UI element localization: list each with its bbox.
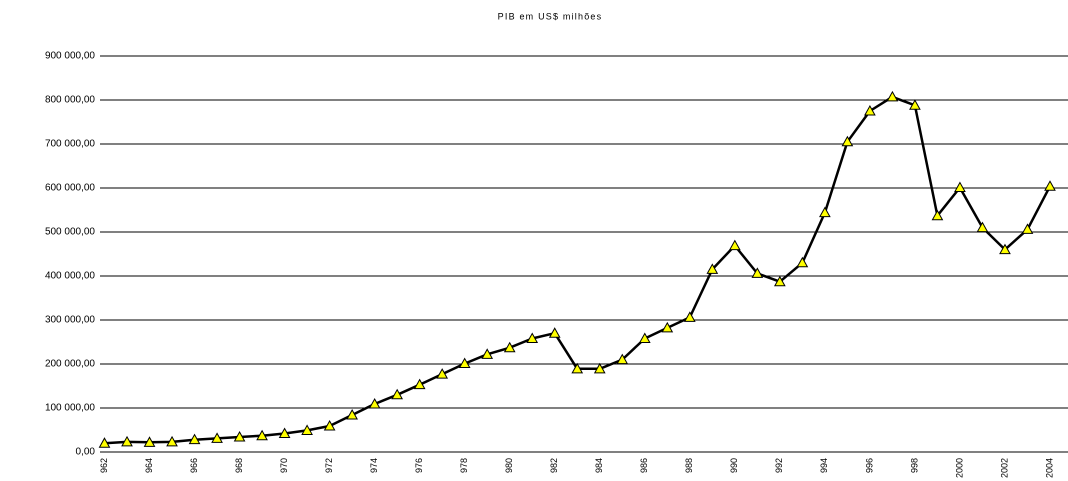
y-tick-label: 300 000,00 (45, 315, 95, 326)
data-point (458, 357, 471, 369)
data-point (616, 353, 629, 365)
x-tick-label: 972 (324, 458, 334, 473)
x-tick-label: 990 (729, 458, 739, 473)
data-point (751, 267, 764, 278)
data-point (1021, 223, 1034, 234)
x-tick-label: 974 (369, 458, 379, 473)
data-point (909, 99, 921, 110)
x-tick-label: 2004 (1044, 458, 1054, 478)
data-point (931, 209, 944, 221)
data-point (256, 429, 268, 441)
x-tick-label: 996 (864, 458, 874, 473)
x-tick-label: 2002 (999, 458, 1009, 478)
y-tick-label: 800 000,00 (45, 95, 95, 106)
x-tick-label: 966 (189, 458, 199, 473)
data-point (233, 431, 246, 442)
data-point (548, 327, 561, 338)
x-tick-label: 980 (504, 458, 514, 473)
data-point (143, 436, 156, 447)
data-point (796, 256, 809, 268)
data-point (976, 221, 989, 233)
data-point (121, 435, 133, 447)
x-tick-label: 992 (774, 458, 784, 473)
data-point (593, 362, 606, 374)
data-point (211, 432, 223, 443)
y-tick-label: 700 000,00 (45, 139, 95, 150)
data-point (323, 420, 336, 431)
x-tick-label: 962 (99, 458, 109, 473)
data-point (436, 368, 449, 379)
data-point (98, 437, 111, 448)
data-point (661, 321, 674, 333)
y-tick-label: 500 000,00 (45, 227, 95, 238)
x-tick-label: 970 (279, 458, 289, 473)
data-point (728, 239, 741, 251)
y-tick-label: 200 000,00 (45, 359, 95, 370)
x-tick-label: 978 (459, 458, 469, 473)
x-tick-label: 988 (684, 458, 694, 473)
data-point (413, 378, 426, 390)
x-tick-label: 968 (234, 458, 244, 473)
y-tick-label: 900 000,00 (45, 51, 95, 62)
x-tick-label: 964 (144, 458, 154, 473)
data-point (954, 181, 966, 193)
data-point (188, 433, 201, 445)
data-point (683, 311, 696, 322)
data-point (864, 104, 876, 116)
data-point (503, 341, 516, 353)
data-point (886, 90, 899, 102)
chart-title: PIB em US$ milhões (498, 11, 603, 21)
data-point (346, 409, 358, 420)
data-point (706, 263, 719, 274)
data-point (999, 243, 1011, 255)
data-line (104, 95, 1052, 445)
data-point (819, 206, 831, 218)
y-tick-label: 400 000,00 (45, 271, 95, 282)
data-point (774, 275, 786, 287)
data-point (571, 362, 584, 374)
y-tick-label: 0,00 (76, 447, 96, 458)
y-tick-label: 100 000,00 (45, 403, 95, 414)
x-tick-label: 976 (414, 458, 424, 473)
data-point (301, 424, 313, 435)
x-tick-label: 2000 (954, 458, 964, 478)
data-point (278, 427, 291, 439)
data-point (1044, 180, 1056, 191)
data-point (368, 398, 381, 409)
data-point (481, 348, 494, 359)
x-tick-label: 984 (594, 458, 604, 473)
x-tick-label: 986 (639, 458, 649, 473)
data-point (841, 135, 854, 147)
data-point (638, 332, 651, 343)
x-tick-label: 982 (549, 458, 559, 473)
data-point (166, 435, 178, 447)
data-point (391, 388, 404, 400)
x-tick-label: 994 (819, 458, 829, 473)
y-tick-label: 600 000,00 (45, 183, 95, 194)
data-point (526, 332, 539, 343)
x-tick-label: 998 (909, 458, 919, 473)
